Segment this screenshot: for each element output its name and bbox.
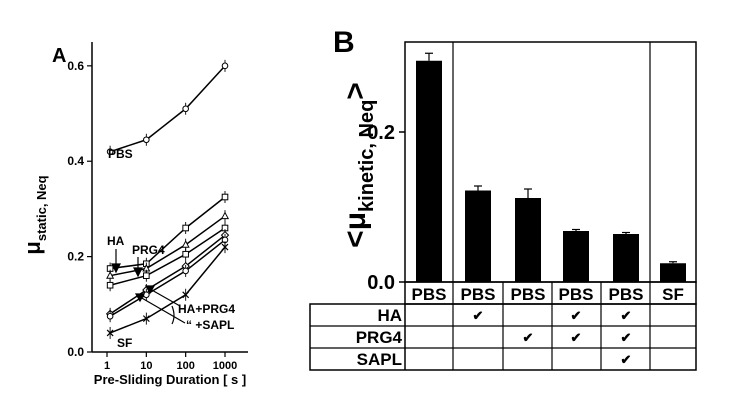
annotation-ha-prg4: HA+PRG4 (178, 302, 235, 316)
data-point (106, 329, 114, 337)
panel-a-x-tick-label: 1000 (213, 360, 237, 372)
annotation-pbs: PBS (108, 147, 133, 161)
table-header-cell: PBS (461, 285, 496, 304)
annotation-arrows (111, 249, 186, 325)
data-point (106, 148, 114, 155)
data-point (182, 267, 189, 275)
panel-b-frame (404, 41, 697, 283)
panel-a-y-tick-label: 0.4 (67, 154, 84, 168)
data-point (142, 315, 150, 323)
panel-a-x-tick-label: 1 (104, 360, 110, 372)
annotation-sapl: “ +SAPL (186, 318, 234, 332)
arrow-prg4-head (133, 267, 143, 278)
series-line (109, 215, 226, 277)
panel-b-y-axis-label-main: <μ (339, 212, 372, 248)
arrow-sapl-head (134, 293, 146, 303)
bar (416, 60, 442, 282)
bar (660, 263, 686, 282)
series-line (109, 227, 226, 286)
panel-a-x-tick-label: 10 (140, 360, 152, 372)
table-header-cell: PBS (412, 285, 447, 304)
data-point (106, 281, 114, 289)
series-line (109, 65, 226, 153)
panel-b-y-axis-label: <μkinetic, Neq> (339, 82, 378, 248)
data-point (221, 62, 229, 70)
panel-a-y-tick-label: 0.0 (67, 345, 84, 359)
data-point (182, 224, 189, 232)
data-point (106, 312, 114, 320)
data-point (220, 211, 230, 220)
annotation-sf: SF (117, 336, 132, 350)
annotation-ha: HA (107, 234, 125, 248)
panel-b-y-axis-label-close: > (339, 82, 372, 100)
check-mark: ✔ (523, 330, 534, 345)
table-header-row (404, 281, 697, 305)
panel-a-y-axis-label-main: μ (20, 241, 45, 254)
series-line (109, 234, 226, 315)
data-point (182, 250, 189, 258)
check-mark: ✔ (571, 330, 582, 345)
check-mark: ✔ (473, 308, 484, 323)
series-line (110, 196, 226, 270)
panel-a: 0.0 0.2 0.4 0.6 1 10 100 1000 Pre-Sliding Dura… (20, 42, 248, 387)
check-mark: ✔ (621, 352, 632, 367)
check-mark: ✔ (571, 308, 582, 323)
check-mark: ✔ (621, 330, 632, 345)
data-point (221, 193, 229, 201)
table-row-label: HA (377, 306, 402, 325)
panel-b-y-tick-label: 0.2 (367, 122, 395, 144)
panel-label-a: A (52, 45, 66, 67)
data-point (221, 243, 229, 251)
bar (613, 234, 639, 282)
data-point (181, 240, 190, 248)
bar (465, 190, 491, 282)
brace-ha-prg4 (171, 305, 175, 325)
data-point (143, 291, 150, 299)
panel-a-y-tick-label: 0.2 (67, 250, 84, 264)
arrow-sapl (139, 296, 186, 324)
panel-b-y-axis-label-sub: kinetic, Neq (356, 100, 378, 212)
table-header-cell: PBS (609, 285, 644, 304)
data-point (106, 271, 115, 279)
data-point (182, 291, 190, 299)
bar (563, 231, 589, 282)
table-header-cell: SF (662, 285, 684, 304)
series-line (109, 246, 226, 334)
panel-a-y-tick-label: 0.6 (67, 59, 84, 73)
arrow-ha-prg4-head (144, 285, 156, 295)
bar (515, 198, 541, 282)
panel-a-y-axis-label: μstatic, Neq (20, 175, 49, 254)
panel-a-x-tick-label: 100 (176, 360, 194, 372)
panel-a-y-axis-label-sub: static, Neq (34, 175, 49, 241)
annotation-prg4: PRG4 (132, 243, 165, 257)
arrow-ha-prg4 (149, 288, 181, 307)
panel-label-b: B (333, 26, 355, 59)
table-row-label: PRG4 (356, 328, 403, 347)
arrow-ha-head (111, 263, 121, 274)
table-header-cell: PBS (559, 285, 594, 304)
panel-b: 0.0 0.2 <μkinetic, Neq> PBS PBS PBS PBS PBS SF… (309, 41, 697, 371)
panel-a-x-axis-label: Pre-Sliding Duration [ s ] (94, 372, 246, 387)
table-body (309, 303, 697, 371)
table-row-label: SAPL (357, 350, 402, 369)
data-point (143, 136, 150, 144)
check-mark: ✔ (621, 308, 632, 323)
panel-b-y-tick-label: 0.0 (367, 272, 395, 294)
table-header-cell: PBS (511, 285, 546, 304)
series-line (109, 239, 226, 317)
data-point (143, 272, 150, 279)
data-point (182, 105, 189, 113)
